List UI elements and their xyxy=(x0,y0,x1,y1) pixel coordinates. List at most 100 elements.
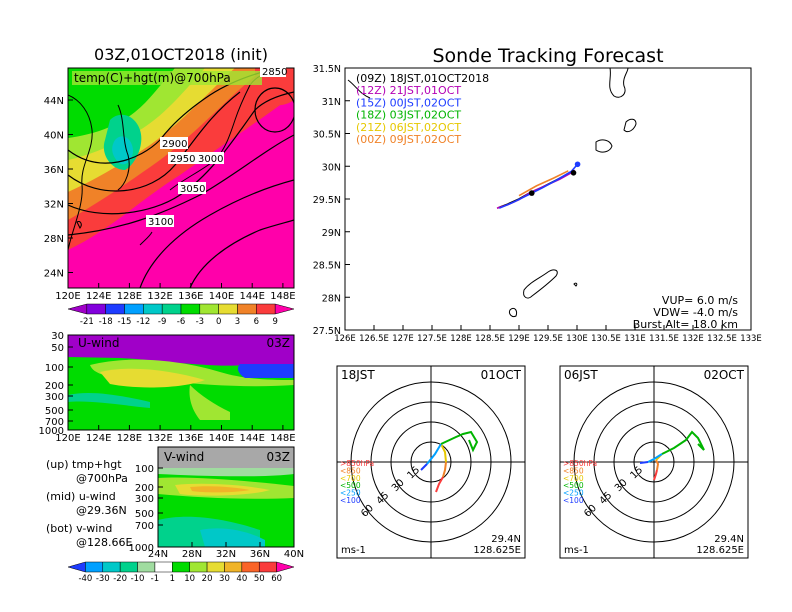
contour-label-3050: 3050 xyxy=(180,184,205,195)
track-series-line xyxy=(518,170,569,197)
colorbar-tick-label: 1 xyxy=(170,574,175,584)
contour-label-2950: 2950 xyxy=(170,154,195,165)
track-lon-tick-label: 130E xyxy=(566,334,588,344)
colorbar-swatch xyxy=(154,561,173,573)
hodograph-level-label: >850hPa xyxy=(563,459,597,468)
track-lat-tick-label: 30N xyxy=(322,162,341,173)
track-point xyxy=(570,170,577,176)
v-y-tick-label: 200 xyxy=(135,483,154,494)
track-title: Sonde Tracking Forecast xyxy=(432,45,663,67)
param-vup: VUP= 6.0 m/s xyxy=(662,294,738,307)
hodograph-level-label: <500 xyxy=(563,481,584,490)
colorbar-tick-label: 50 xyxy=(254,574,265,584)
track-lon-tick-label: 133E xyxy=(740,334,762,344)
colorbar-tick-label: -40 xyxy=(78,574,92,584)
v-y-tick-label: 100 xyxy=(135,464,154,475)
v-y-tick-label: 500 xyxy=(135,509,154,520)
contour-label-2900: 2900 xyxy=(162,139,187,150)
colorbar-tick-label: 0 xyxy=(216,317,221,327)
track-lon-tick-label: 127E xyxy=(392,334,414,344)
colorbar-swatch xyxy=(237,303,257,315)
colorbar-swatch xyxy=(274,303,295,315)
hodograph-level-label: >850hPa xyxy=(340,459,374,468)
colorbar-tick-label: 30 xyxy=(219,574,230,584)
track-legend-entry: (15Z) 00JST,02OCT xyxy=(356,96,461,109)
lon-tick-label: 120E xyxy=(55,291,80,302)
colorbar-swatch xyxy=(124,303,144,315)
u-y-tick-label: 30 xyxy=(51,331,64,342)
lat-tick-label: 36N xyxy=(44,165,64,176)
colorbar-tick-label: 9 xyxy=(272,317,277,327)
track-lon-tick-label: 126.5E xyxy=(359,334,389,344)
temp-colorbar: -21 -18 -15 -12 -9 -6 -3 0 3 6 9 xyxy=(67,303,295,327)
param-vdw: VDW= -4.0 m/s xyxy=(653,306,738,319)
hodograph-lat: 29.4N xyxy=(491,534,521,545)
colorbar-tick-label: 10 xyxy=(184,574,195,584)
note-line-1: (up) tmp+hgt xyxy=(46,458,122,471)
track-point xyxy=(528,190,535,196)
u-x-tick-label: 132E xyxy=(147,433,172,444)
temp-map-frame xyxy=(67,67,295,289)
v-x-tick-label: 40N xyxy=(284,549,304,560)
track-legend-entry: (21Z) 06JST,02OCT xyxy=(356,121,461,134)
hodograph-trace xyxy=(647,453,663,463)
colorbar-swatch xyxy=(105,303,125,315)
hodograph-trace xyxy=(655,459,660,471)
track-legend: (09Z) 18JST,01OCT2018(12Z) 21JST,01OCT(1… xyxy=(356,72,489,146)
hodograph-units: ms-1 xyxy=(341,545,366,556)
colorbar-tick-label: -1 xyxy=(151,574,159,584)
lon-tick-label: 128E xyxy=(117,291,142,302)
v-x-tick-label: 36N xyxy=(250,549,270,560)
u-y-tick-label: 50 xyxy=(51,343,64,354)
hodograph-level-label: <100 xyxy=(563,496,584,505)
panel-notes: (up) tmp+hgt @700hPa (mid) u-wind @29.36… xyxy=(46,458,132,549)
hodograph-level-label: <250 xyxy=(563,489,584,498)
colorbar-tick-label: -21 xyxy=(80,317,94,327)
lon-tick-label: 140E xyxy=(209,291,234,302)
colorbar-tick-label: -20 xyxy=(113,574,127,584)
temp-map-label: temp(C)+hgt(m)@700hPa xyxy=(74,71,231,85)
left-top-title: 03Z,01OCT2018 (init) xyxy=(94,45,268,64)
track-lon-tick-label: 127.5E xyxy=(417,334,447,344)
track-lat-tick-label: 30.5N xyxy=(313,130,341,141)
colorbar-tick-label: -15 xyxy=(118,317,132,327)
temp-map-lat-ticks: 44N 40N 36N 32N 28N 24N xyxy=(44,96,73,280)
track-lon-tick-label: 128E xyxy=(450,334,472,344)
track-lon-tick-label: 126E xyxy=(334,334,356,344)
v-wind-x-ticks: 24N 28N 32N 36N 40N xyxy=(148,542,304,560)
lat-tick-label: 44N xyxy=(44,96,64,107)
v-x-tick-label: 28N xyxy=(182,549,202,560)
track-legend-entry: (00Z) 09JST,02OCT xyxy=(356,133,461,146)
track-lon-tick-label: 128.5E xyxy=(475,334,505,344)
temp-map-panel xyxy=(68,68,294,288)
colorbar-tick-label: -3 xyxy=(196,317,204,327)
lat-tick-label: 32N xyxy=(44,200,64,211)
hodograph-trace xyxy=(420,463,428,471)
v-y-tick-label: 700 xyxy=(135,521,154,532)
note-line-6: @128.66E xyxy=(76,536,132,549)
u-x-tick-label: 124E xyxy=(86,433,111,444)
colorbar-swatch xyxy=(67,561,86,573)
colorbar-tick-label: 20 xyxy=(202,574,213,584)
colorbar-swatch xyxy=(224,561,243,573)
colorbar-swatch xyxy=(67,303,88,315)
colorbar-swatch xyxy=(199,303,219,315)
colorbar-swatch xyxy=(276,561,295,573)
colorbar-swatch xyxy=(86,303,106,315)
colorbar-swatch xyxy=(256,303,276,315)
hodograph-units: ms-1 xyxy=(564,545,589,556)
colorbar-swatch xyxy=(85,561,104,573)
colorbar-tick-label: -18 xyxy=(99,317,113,327)
wind-colorbar: -40 -30 -20 -10 -1 1 10 20 30 40 50 60 xyxy=(67,561,295,584)
colorbar-tick-label: -6 xyxy=(177,317,185,327)
u-wind-time: 03Z xyxy=(267,336,291,350)
u-y-tick-label: 500 xyxy=(45,406,64,417)
hodograph-level-label: <250 xyxy=(340,489,361,498)
track-frame xyxy=(344,67,752,331)
colorbar-swatch xyxy=(189,561,208,573)
track-coastlines xyxy=(347,68,637,317)
lon-tick-label: 132E xyxy=(147,291,172,302)
